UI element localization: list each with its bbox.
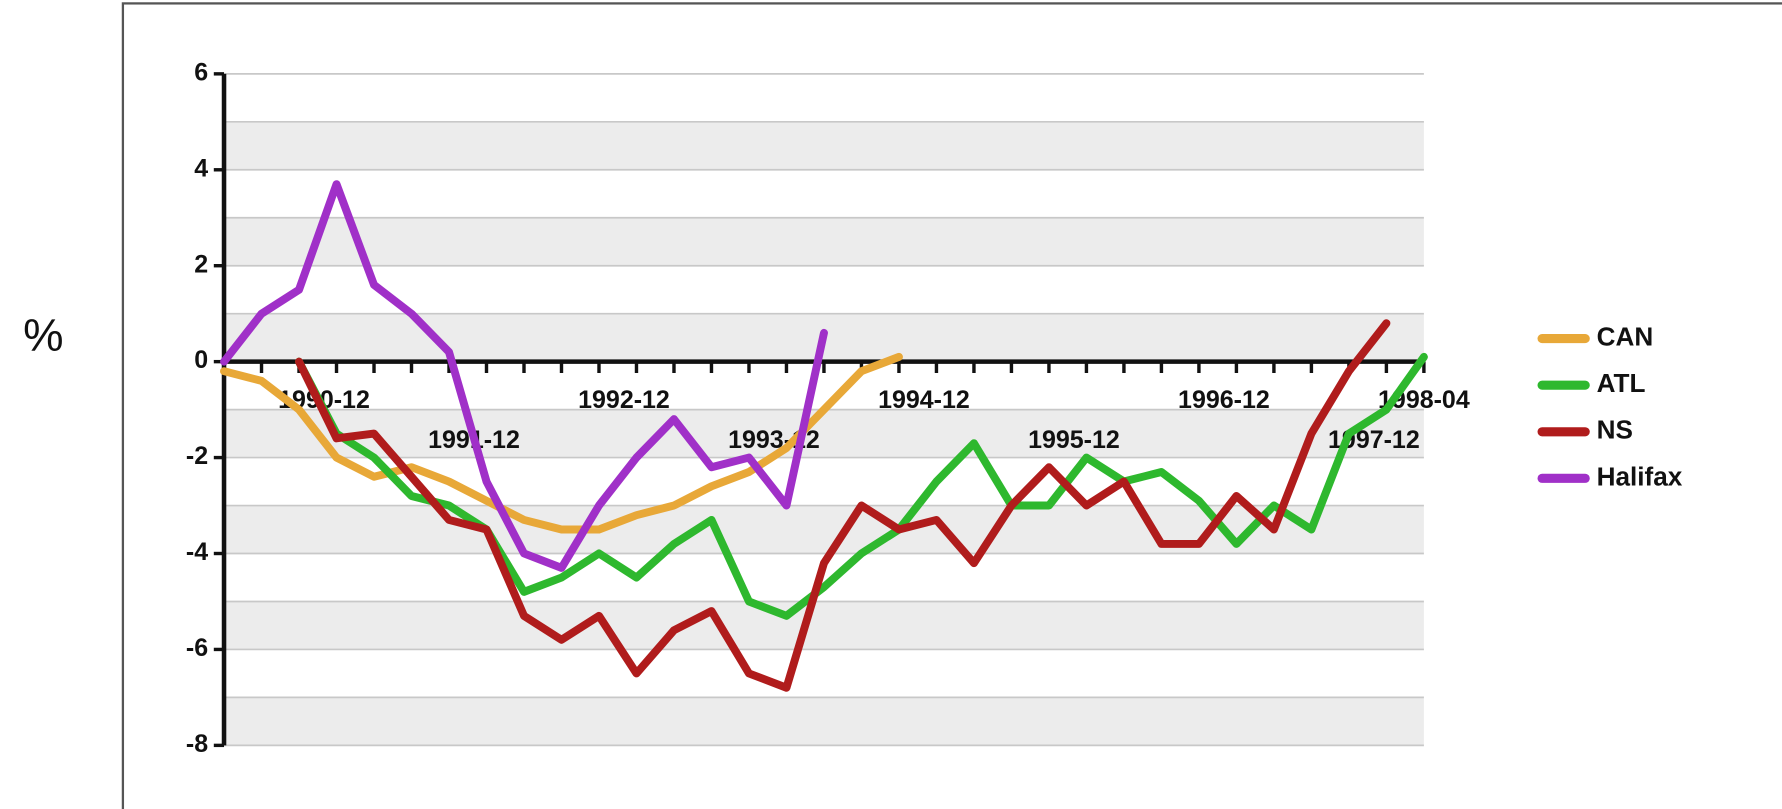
legend-label: Halifax bbox=[1597, 461, 1683, 491]
grid-band bbox=[224, 121, 1424, 170]
series-line bbox=[220, 352, 903, 534]
y-tick-label: -2 bbox=[186, 442, 208, 470]
y-tick-label: -8 bbox=[186, 730, 208, 758]
legend-label: ATL bbox=[1597, 368, 1646, 398]
x-tick-label: 1996-12 bbox=[1178, 386, 1270, 414]
legend-label: CAN bbox=[1597, 322, 1654, 352]
y-tick-label: 6 bbox=[194, 58, 208, 86]
y-tick-label: 0 bbox=[194, 346, 208, 374]
x-tick-label: 1994-12 bbox=[878, 386, 970, 414]
y-tick-label: -4 bbox=[186, 538, 208, 566]
y-tick-label: 4 bbox=[194, 154, 208, 182]
grid-band bbox=[224, 601, 1424, 650]
y-axis-label: % bbox=[23, 310, 63, 361]
legend-label: NS bbox=[1597, 415, 1633, 445]
y-tick-label: 2 bbox=[194, 250, 208, 278]
plot-area: -8-6-4-202461990-121991-121992-121993-12… bbox=[186, 58, 1683, 758]
x-tick-label: 1992-12 bbox=[578, 386, 670, 414]
y-tick-label: -6 bbox=[186, 634, 208, 662]
series-line bbox=[220, 180, 828, 572]
grid-band bbox=[224, 505, 1424, 554]
grid-band bbox=[224, 217, 1424, 266]
x-tick-label: 1995-12 bbox=[1028, 426, 1120, 454]
grid-band bbox=[224, 697, 1424, 746]
series-line bbox=[295, 319, 1391, 692]
grid-band bbox=[224, 409, 1424, 458]
